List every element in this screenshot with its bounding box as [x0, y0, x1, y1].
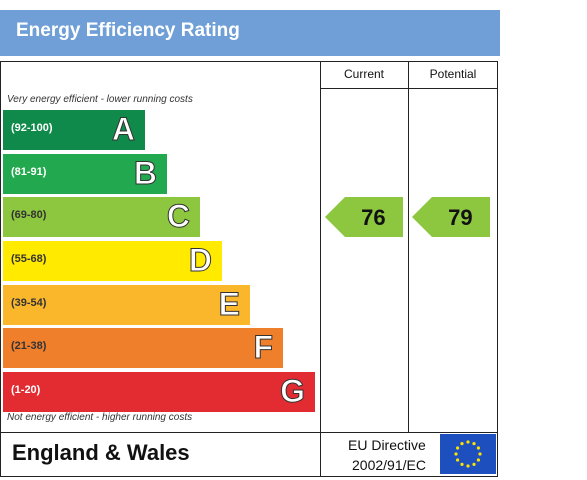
band-range-label: (92-100) [11, 122, 53, 134]
divider-potential [408, 61, 409, 433]
rating-frame [0, 61, 498, 477]
column-header-current: Current [343, 67, 384, 81]
band-f: (21-38) F [3, 328, 283, 369]
band-c: (69-80) C [3, 197, 200, 238]
eu-flag-icon [440, 434, 496, 474]
header-divider [320, 88, 498, 89]
band-range-label: (81-91) [11, 165, 47, 178]
band-letter: F [253, 329, 274, 366]
band-range-label: (21-38) [11, 340, 47, 353]
footer-region: England & Wales [12, 440, 190, 465]
band-letter: D [188, 242, 212, 279]
chart-title: Energy Efficiency Rating [16, 20, 240, 41]
band-letter: G [280, 373, 306, 410]
band-e: (39-54) E [3, 284, 250, 325]
eu-directive-label: EU Directive [348, 437, 426, 453]
band-range-label: (1-20) [11, 384, 41, 397]
eu-directive-number: 2002/91/EC [352, 457, 426, 473]
band-letter: A [111, 111, 135, 148]
divider-current [320, 61, 321, 477]
band-a: (92-100) A [3, 110, 145, 150]
potential-rating-arrow-value: 79 [448, 205, 472, 230]
band-g: (1-20) G [3, 372, 315, 413]
note-top: Very energy efficient - lower running co… [7, 94, 193, 105]
current-rating-arrow: 76 [325, 197, 403, 238]
band-letter: E [218, 285, 240, 322]
band-d: (55-68) D [3, 241, 222, 281]
potential-rating-arrow: 79 [412, 197, 490, 238]
note-bottom: Not energy efficient - higher running co… [7, 412, 193, 423]
band-range-label: (55-68) [11, 253, 47, 265]
title-bar: Energy Efficiency Rating [0, 10, 500, 56]
band-range-label: (39-54) [11, 296, 47, 309]
band-letter: B [133, 154, 157, 191]
band-range-label: (69-80) [11, 209, 47, 222]
footer-divider [0, 432, 498, 433]
column-header-potential: Potential [429, 67, 477, 81]
current-rating-arrow-value: 76 [361, 205, 385, 230]
band-b: (81-91) B [3, 153, 167, 194]
band-letter: C [166, 198, 190, 235]
